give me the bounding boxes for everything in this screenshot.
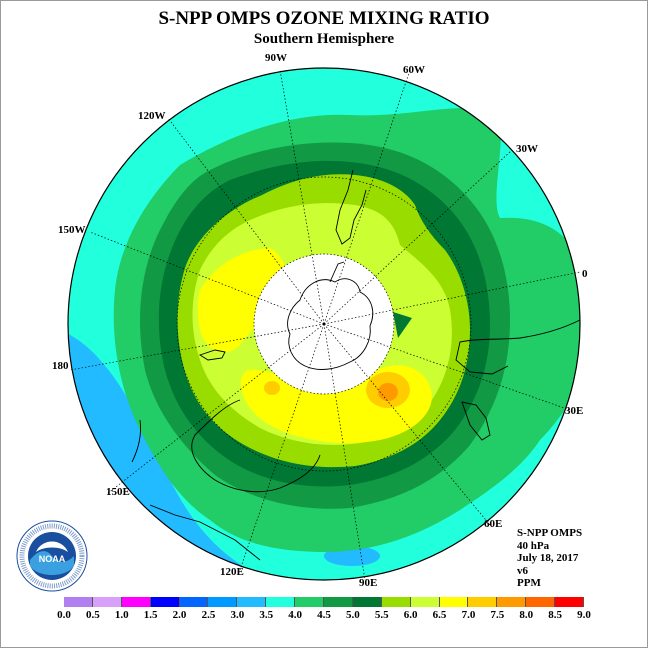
colorbar-segment — [497, 597, 527, 607]
info-units: PPM — [517, 577, 541, 589]
lon-label-0: 0 — [582, 268, 588, 280]
lon-label-180: 180 — [52, 360, 69, 372]
lon-label-30e: 30E — [565, 405, 584, 417]
west-coast-outline — [149, 504, 261, 561]
colorbar-tick-label: 7.0 — [461, 609, 476, 621]
band-7-5 — [378, 383, 398, 401]
lon-label-120w: 120W — [138, 110, 166, 122]
colorbar-segment — [324, 597, 353, 607]
ross-island-coast — [198, 349, 226, 361]
colorbar-segment — [266, 597, 296, 607]
band-6-5-west — [197, 248, 287, 353]
colorbar-tick-label: 3.5 — [259, 609, 274, 621]
noaa-logo-text: NOAA — [39, 554, 66, 564]
colorbar-segment — [237, 597, 267, 607]
lon-label-60e: 60E — [484, 518, 503, 530]
lon-label-30w: 30W — [516, 143, 538, 155]
south-pole-marker — [322, 322, 326, 326]
colorbar-tick-label: 1.5 — [143, 609, 158, 621]
colorbar-segment — [381, 597, 411, 607]
lon-label-120e: 120E — [220, 566, 244, 578]
colorbar-segment — [64, 597, 93, 607]
colorbar-segment — [208, 597, 238, 607]
colorbar-tick-label: 4.5 — [317, 609, 331, 621]
page-subtitle: Southern Hemisphere — [253, 31, 395, 47]
band-7-0-small — [264, 381, 280, 395]
map-border — [67, 67, 581, 581]
colorbar-segment — [352, 597, 382, 607]
colorbar — [64, 597, 585, 607]
colorbar-segment — [121, 597, 151, 607]
colorbar-tick-label: 8.5 — [548, 609, 562, 621]
colorbar-segment — [439, 597, 469, 607]
new-zealand-coast — [131, 419, 141, 463]
australia-coast — [191, 399, 321, 493]
colorbar-segment — [468, 597, 498, 607]
page-title: S-NPP OMPS OZONE MIXING RATIO — [158, 8, 490, 29]
colorbar-tick-label: 5.5 — [374, 609, 389, 621]
colorbar-tick-label: 1.0 — [114, 609, 129, 621]
africa-coast — [455, 319, 581, 375]
colorbar-tick-label: 8.0 — [519, 609, 534, 621]
lon-label-150w: 150W — [58, 224, 86, 236]
info-level: 40 hPa — [517, 539, 550, 552]
lon-label-60w: 60W — [403, 64, 425, 76]
colorbar-segment — [179, 597, 209, 607]
madagascar-coast — [461, 401, 491, 441]
colorbar-tick-label: 3.0 — [230, 609, 245, 621]
info-version: v6 — [517, 564, 528, 577]
colorbar-segment — [410, 597, 440, 607]
info-instrument: S-NPP OMPS — [517, 527, 583, 539]
graticule — [69, 69, 581, 581]
noaa-logo: NOAA — [16, 520, 88, 592]
colorbar-tick-label: 2.0 — [172, 609, 187, 621]
colorbar-tick-label: 0.5 — [86, 609, 100, 621]
colorbar-segment — [555, 597, 585, 607]
colorbar-segment — [92, 597, 122, 607]
antarctic-peninsula — [329, 261, 345, 283]
info-block: S-NPP OMPS 40 hPa July 18, 2017 v6 PPM — [517, 527, 582, 590]
lon-label-90e: 90E — [359, 577, 378, 589]
info-date: July 18, 2017 — [517, 552, 579, 564]
colorbar-tick-label: 4.0 — [288, 609, 302, 621]
lon-label-90w: 90W — [265, 52, 287, 64]
colorbar-segment — [526, 597, 556, 607]
colorbar-tick-label: 7.5 — [490, 609, 505, 621]
colorbar-tick-label: 0.0 — [57, 609, 71, 621]
colorbar-ticks: 0.0 0.5 1.0 1.5 2.0 2.5 3.0 3.5 4.0 4.5 5.0 5.5 6.0 6… — [0, 609, 648, 623]
colorbar-segment — [295, 597, 325, 607]
colorbar-tick-label: 2.5 — [201, 609, 216, 621]
colorbar-tick-label: 6.5 — [432, 609, 447, 621]
colorbar-segment — [150, 597, 180, 607]
colorbar-tick-label: 6.0 — [403, 609, 418, 621]
antarctica-coast — [287, 278, 374, 370]
colorbar-tick-label: 5.0 — [346, 609, 360, 621]
lon-label-150e: 150E — [106, 486, 130, 498]
colorbar-tick-label: 9.0 — [577, 609, 591, 621]
band-5-0-tongue — [393, 312, 412, 338]
south-america-coast — [335, 169, 367, 245]
coastlines — [131, 169, 581, 561]
